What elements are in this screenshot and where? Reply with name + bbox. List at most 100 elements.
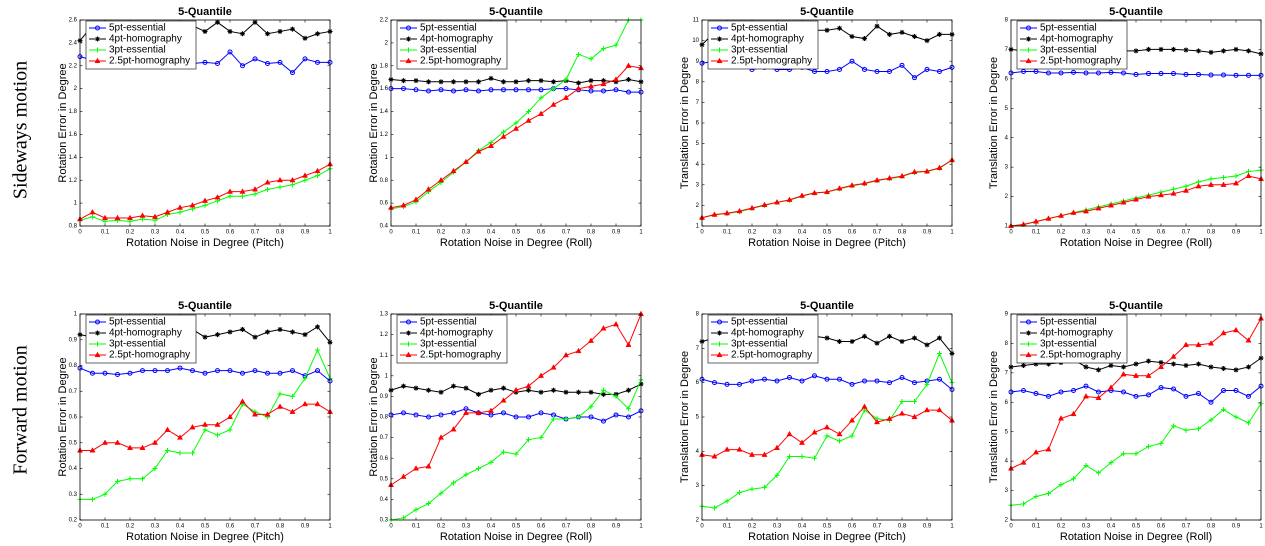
y-tick-label: 4 [696,449,700,455]
y-tick-label: 2 [696,518,700,524]
marker [537,372,545,378]
marker [837,376,842,382]
marker [1070,209,1077,215]
marker [437,176,445,183]
y-tick-label: 1.2 [380,132,389,138]
marker [613,87,619,93]
x-tick-label: 0.7 [873,524,882,530]
legend-label: 3pt-essential [731,45,788,56]
marker [1170,190,1177,196]
marker [302,375,308,381]
x-tick-label: 0.7 [562,230,571,236]
marker [1221,174,1226,180]
legend-label: 4pt-homography [731,34,804,45]
y-tick-label: 0.7 [69,389,78,395]
y-tick-label: 1.1 [380,353,389,359]
marker [1021,363,1026,368]
marker [215,19,220,25]
marker [912,399,917,405]
marker [277,370,283,376]
marker [612,76,620,82]
marker [937,350,942,356]
legend-label: 4pt-homography [109,34,182,45]
x-tick-label: 0 [1009,524,1013,530]
marker [126,444,134,450]
marker [151,439,159,445]
marker [214,421,221,427]
marker [601,88,606,94]
legend-label: 3pt-essential [1040,45,1097,56]
marker [551,86,556,92]
marker [488,459,494,465]
marker [475,148,482,154]
series-line [1010,71,1261,76]
marker [874,340,880,346]
series-line [1010,385,1262,403]
x-tick-label: 0 [700,230,704,236]
y-tick-label: 10 [692,38,699,44]
y-tick-label: 2.2 [69,63,78,69]
marker [576,389,581,395]
marker [89,447,96,453]
marker [1171,386,1176,392]
marker [451,88,456,94]
marker [588,78,594,84]
marker [837,66,842,72]
marker [463,472,469,478]
marker [1033,493,1039,499]
x-tick-label: 0.2 [1057,524,1066,530]
marker [1045,446,1052,452]
x-tick-label: 0.9 [923,230,932,236]
marker [576,51,581,57]
marker [401,86,406,92]
marker [824,335,830,341]
marker [601,418,606,424]
marker [1183,427,1189,433]
y-tick-label: 1.8 [69,109,78,115]
y-tick-label: 6 [1005,400,1009,406]
marker [849,381,855,387]
marker [1246,420,1251,426]
y-tick-label: 9 [696,59,700,65]
marker [290,70,295,76]
marker [425,186,432,192]
y-tick-label: 5 [1005,429,1009,435]
marker [139,212,146,218]
y-tick-label: 7 [696,346,700,352]
y-tick-label: 7 [1005,47,1009,53]
marker [426,501,431,507]
marker [1133,393,1139,399]
marker [90,370,95,376]
y-tick-label: 0.3 [380,518,389,524]
marker [413,87,419,93]
marker [426,387,431,393]
legend-marker [95,36,100,42]
x-tick-label: 0.5 [512,524,521,530]
marker [1207,181,1215,187]
legend-label: 5pt-essential [109,317,166,328]
marker [451,79,456,85]
y-tick-label: 2 [1005,194,1009,200]
marker [798,439,806,445]
legend-marker [406,341,411,347]
legend-marker [95,319,100,325]
marker [1183,393,1189,399]
y-tick-label: 2.6 [69,18,78,24]
plot-frame [390,313,642,521]
marker [1183,47,1189,53]
legend-marker [717,330,722,336]
marker [1070,410,1077,417]
x-tick-label: 0.4 [798,230,807,236]
marker [101,439,109,445]
marker [1245,337,1252,343]
marker [201,421,209,427]
x-tick-label: 1 [950,524,954,530]
marker [1233,367,1239,373]
marker [1208,176,1214,182]
marker [265,60,270,66]
marker [1195,341,1202,347]
marker [265,329,270,335]
marker [451,383,456,389]
marker [786,430,793,437]
marker [575,85,582,91]
